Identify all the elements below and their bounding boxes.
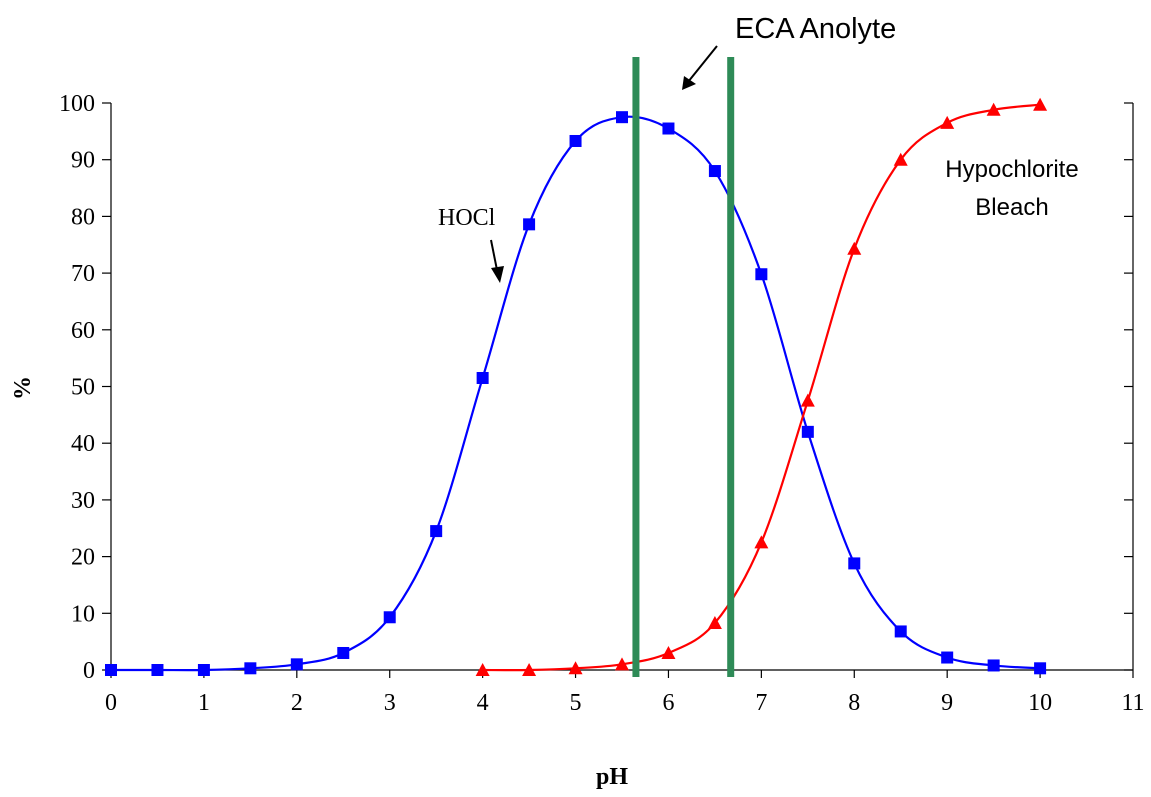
data-point-hypochlorite-bleach: [661, 645, 676, 659]
data-point-hypochlorite-bleach: [707, 615, 722, 629]
data-point-hypochlorite-bleach: [522, 663, 537, 676]
data-point-hocl: [801, 425, 814, 438]
data-point-hocl: [755, 268, 768, 281]
data-point-hypochlorite-bleach: [986, 102, 1001, 116]
data-point-hocl: [662, 122, 675, 135]
data-point-hocl: [1034, 662, 1047, 675]
bleach-label-line1: Hypochlorite: [945, 156, 1078, 183]
x-tick-label: 7: [755, 690, 767, 716]
y-ticks: 0 10 20 30 40 50 60 70 80 90 100: [59, 91, 1133, 684]
hocl-label: HOCl: [438, 205, 496, 231]
eca-arrow-head: [682, 76, 696, 90]
data-point-hypochlorite-bleach: [754, 535, 769, 549]
data-point-hocl: [197, 664, 210, 676]
eca-anolyte-label: ECA Anolyte: [735, 13, 896, 45]
x-axis-title: pH: [596, 764, 628, 790]
data-point-hocl: [476, 371, 489, 384]
y-tick-label: 80: [71, 204, 95, 230]
x-tick-label: 2: [291, 690, 303, 716]
data-point-hocl: [337, 646, 350, 659]
data-point-hocl: [616, 111, 628, 124]
data-point-hocl: [708, 165, 721, 178]
data-point-hocl: [523, 218, 536, 231]
data-point-hocl: [430, 525, 443, 538]
x-ticks: 0 1 2 3 4 5 6 7 8 9 10 11: [105, 670, 1145, 716]
y-tick-label: 20: [71, 545, 95, 571]
data-point-hypochlorite-bleach: [568, 661, 583, 675]
x-tick-label: 3: [384, 690, 396, 716]
y-tick-label: 60: [71, 318, 95, 344]
x-tick-label: 5: [570, 690, 582, 716]
x-tick-label: 11: [1121, 690, 1144, 716]
y-axis-title: %: [10, 376, 36, 400]
x-tick-label: 4: [477, 690, 489, 716]
data-point-hypochlorite-bleach: [847, 241, 862, 255]
data-point-hypochlorite-bleach: [1033, 97, 1048, 111]
y-tick-label: 30: [71, 488, 95, 514]
x-tick-label: 8: [848, 690, 860, 716]
data-point-hocl: [987, 659, 1000, 672]
data-point-hocl: [151, 664, 164, 676]
y-tick-label: 40: [71, 431, 95, 457]
eca-arrow-shaft: [687, 45, 718, 83]
data-point-hypochlorite-bleach: [475, 663, 490, 676]
y-tick-label: 50: [71, 375, 95, 401]
series-layer: [105, 97, 1048, 676]
data-point-hocl: [290, 658, 303, 671]
hocl-arrow-shaft: [490, 239, 498, 271]
vertical-lines: [632, 57, 735, 677]
y-tick-label: 100: [59, 91, 95, 117]
data-point-hypochlorite-bleach: [893, 152, 908, 166]
data-point-hypochlorite-bleach: [800, 393, 815, 407]
series-line-hypochlorite-bleach: [482, 103, 1041, 672]
series-line-hocl: [111, 115, 1041, 672]
data-point-hypochlorite-bleach: [615, 657, 629, 671]
hocl-arrow-head: [491, 266, 504, 283]
series-hocl: [105, 111, 1047, 676]
x-tick-label: 0: [105, 690, 117, 716]
x-tick-label: 10: [1028, 690, 1052, 716]
y-tick-label: 0: [83, 658, 95, 684]
plot-frame: [110, 103, 1134, 671]
data-point-hocl: [848, 557, 861, 570]
data-point-hocl: [383, 611, 396, 624]
data-point-hocl: [894, 625, 907, 638]
data-point-hocl: [105, 664, 117, 676]
bleach-label-line2: Bleach: [975, 194, 1048, 221]
x-tick-label: 6: [662, 690, 674, 716]
data-point-hocl: [244, 662, 257, 675]
series-hypochlorite-bleach: [475, 97, 1048, 676]
y-tick-label: 10: [71, 601, 95, 627]
x-tick-label: 1: [198, 690, 210, 716]
y-tick-label: 70: [71, 261, 95, 287]
annotations: ECA Anolyte HOCl Hypochlorite Bleach: [438, 13, 1079, 283]
x-tick-label: 9: [941, 690, 953, 716]
data-point-hocl: [569, 134, 582, 147]
y-tick-label: 90: [71, 148, 95, 174]
data-point-hocl: [941, 651, 954, 664]
data-point-hypochlorite-bleach: [940, 115, 955, 129]
